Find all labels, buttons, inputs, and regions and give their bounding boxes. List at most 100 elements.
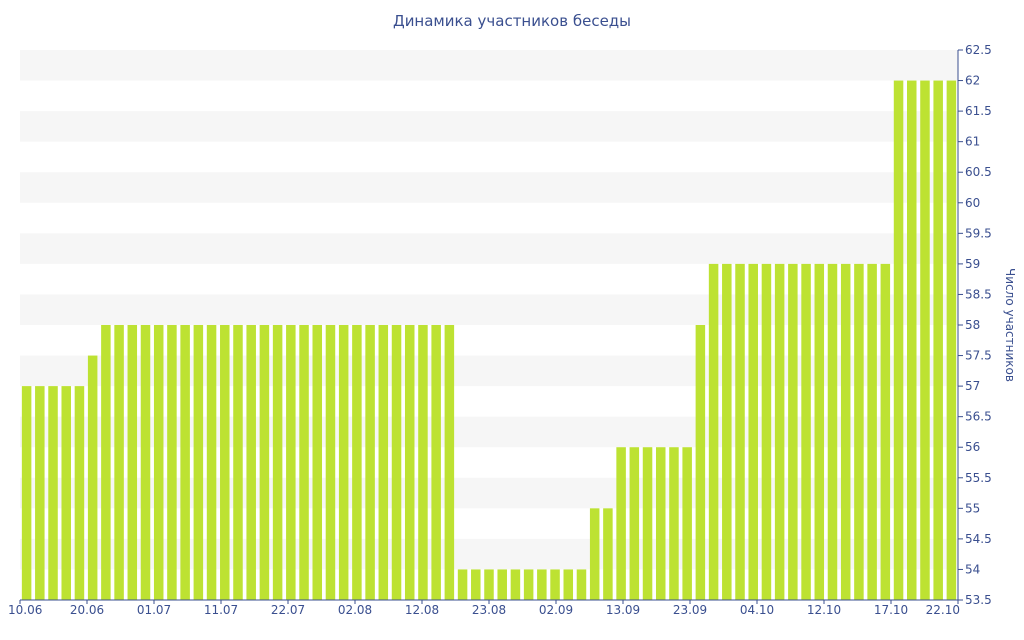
bar: [814, 263, 825, 600]
bar: [35, 386, 45, 600]
grid-band: [20, 233, 958, 264]
x-tick-label: 02.09: [539, 603, 573, 617]
bar: [523, 569, 534, 600]
bar: [748, 263, 758, 600]
bar: [167, 325, 177, 600]
bar: [761, 263, 772, 600]
bar: [933, 80, 943, 600]
bar: [338, 325, 349, 600]
bar: [722, 263, 732, 600]
bar: [510, 569, 521, 600]
bar: [854, 263, 864, 600]
bar: [87, 355, 98, 600]
bar: [497, 569, 507, 600]
x-tick-label: 13.09: [606, 603, 640, 617]
bar: [140, 325, 151, 600]
bar: [669, 447, 679, 600]
bar: [774, 263, 785, 600]
x-tick-label: 17.10: [874, 603, 908, 617]
bar: [946, 80, 957, 600]
bar: [907, 80, 917, 600]
bar: [616, 447, 626, 600]
bar: [827, 263, 838, 600]
bar: [286, 325, 296, 600]
x-tick-label: 12.10: [807, 603, 841, 617]
bar: [61, 386, 71, 600]
bar: [404, 325, 415, 600]
x-tick-label: 22.10: [926, 603, 960, 617]
bar: [695, 325, 706, 600]
x-tick-label: 22.07: [271, 603, 305, 617]
x-tick-label: 01.07: [137, 603, 171, 617]
bar: [880, 263, 891, 600]
bar: [801, 263, 811, 600]
y-tick-label: 58.5: [965, 287, 992, 301]
bar: [206, 325, 217, 600]
y-tick-label: 59: [965, 257, 980, 271]
bar: [788, 263, 798, 600]
x-tick-label: 23.09: [673, 603, 707, 617]
bar: [259, 325, 270, 600]
bar: [537, 569, 547, 600]
bar: [272, 325, 283, 600]
bars: [21, 80, 957, 600]
bar: [48, 386, 58, 600]
y-tick-label: 60: [965, 196, 980, 210]
bar: [576, 569, 587, 600]
bar: [127, 325, 138, 600]
y-tick-label: 55.5: [965, 471, 992, 485]
bar: [220, 325, 230, 600]
x-tick-label: 02.08: [338, 603, 372, 617]
bar: [471, 569, 481, 600]
x-tick-label: 11.07: [204, 603, 238, 617]
bar: [457, 569, 468, 600]
grid-band: [20, 50, 958, 81]
y-tick-label: 56.5: [965, 410, 992, 424]
y-tick-label: 62: [965, 74, 980, 88]
bar: [153, 325, 164, 600]
bar: [682, 447, 692, 600]
bar: [299, 325, 309, 600]
bar: [550, 569, 560, 600]
bar: [233, 325, 243, 600]
bar: [114, 325, 124, 600]
x-tick-label: 20.06: [70, 603, 104, 617]
bar: [325, 325, 336, 600]
bar: [708, 263, 719, 600]
bar: [193, 325, 204, 600]
y-tick-label: 59.5: [965, 226, 992, 240]
bar: [629, 447, 640, 600]
x-tick-label: 10.06: [8, 603, 42, 617]
bar: [603, 508, 613, 600]
y-tick-label: 61: [965, 135, 980, 149]
bar: [444, 325, 455, 600]
bar: [655, 447, 666, 600]
bar: [246, 325, 256, 600]
bar: [365, 325, 375, 600]
bar: [484, 569, 494, 600]
y-tick-label: 55: [965, 501, 980, 515]
bar: [74, 386, 85, 600]
grid-band: [20, 111, 958, 142]
x-tick-label: 12.08: [405, 603, 439, 617]
grid-band: [20, 172, 958, 203]
bar: [589, 508, 600, 600]
bar: [867, 263, 877, 600]
y-tick-label: 54: [965, 562, 980, 576]
bar: [352, 325, 362, 600]
y-tick-label: 53.5: [965, 593, 992, 607]
y-tick-label: 60.5: [965, 165, 992, 179]
bar: [642, 447, 653, 600]
bar: [21, 386, 32, 600]
bar: [378, 325, 389, 600]
bar: [312, 325, 323, 600]
bar: [180, 325, 190, 600]
bar: [391, 325, 402, 600]
bar: [418, 325, 428, 600]
y-tick-label: 61.5: [965, 104, 992, 118]
bar: [920, 80, 930, 600]
bar: [840, 263, 851, 600]
y-tick-label: 54.5: [965, 532, 992, 546]
